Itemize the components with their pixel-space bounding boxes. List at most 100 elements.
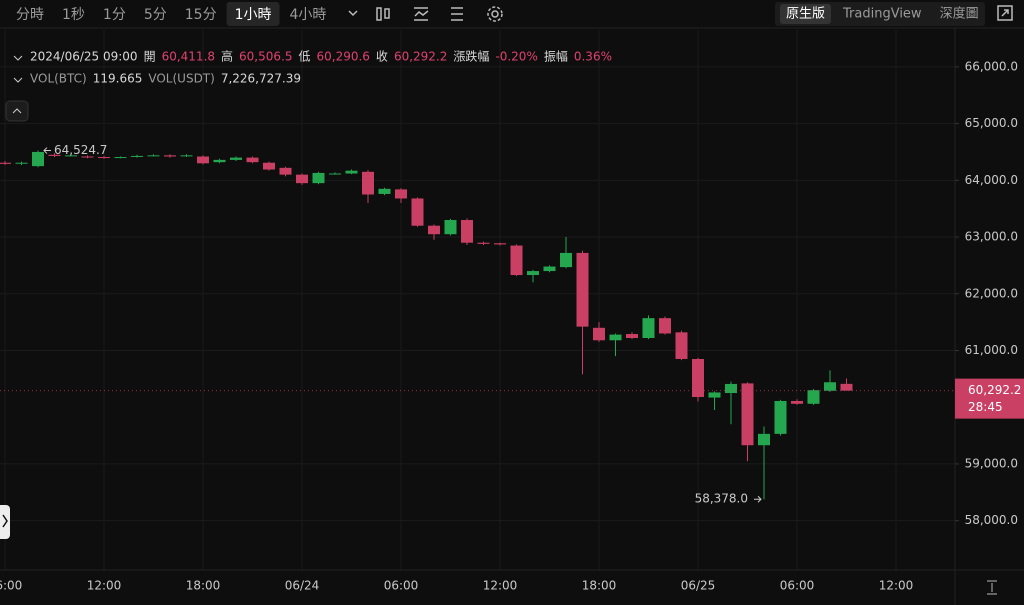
ohlc-label: 高 (221, 49, 233, 64)
x-tick-label: 06/24 (285, 579, 320, 593)
candle-body (263, 162, 275, 170)
x-tick-label: 12:00 (483, 579, 518, 593)
candle-body (758, 433, 770, 446)
ohlc-value: 60,290.6 (316, 50, 369, 64)
candle-body (642, 318, 655, 339)
candle-body (197, 156, 209, 164)
candle-body (527, 271, 539, 276)
collapse-icon (12, 108, 22, 114)
x-tick-label: 18:00 (186, 579, 221, 593)
candle-body (692, 358, 704, 397)
ohlc-value: -0.20% (495, 50, 537, 64)
ohlc-label: 漲跌幅 (453, 49, 489, 64)
candle-body (774, 400, 787, 434)
volume-label: VOL(USDT) (148, 72, 214, 86)
candle-body (791, 400, 803, 404)
candle-body (81, 156, 94, 158)
toolbar-icons[interactable] (348, 5, 1013, 22)
y-tick-label: 63,000.0 (965, 230, 1018, 244)
grid (0, 30, 955, 570)
y-tick-label: 65,000.0 (965, 116, 1018, 130)
candle-body (708, 392, 721, 398)
candles (0, 150, 955, 500)
interval-button[interactable]: 1小時 (235, 7, 272, 23)
ohlc-value: 0.36% (574, 50, 612, 64)
candle-body (32, 151, 44, 167)
candle-body (362, 171, 374, 195)
x-tick-label: 18:00 (582, 579, 617, 593)
y-tick-label: 58,000.0 (965, 513, 1018, 527)
countdown-label: 28:45 (968, 400, 1003, 414)
candle-body (312, 172, 325, 184)
candle-body (593, 327, 605, 341)
side-handle[interactable] (0, 505, 10, 539)
candle-body (378, 188, 391, 194)
candle-body (824, 382, 836, 391)
interval-button[interactable]: 1秒 (62, 7, 85, 23)
candle-body (213, 159, 226, 163)
view-button[interactable]: TradingView (842, 7, 922, 22)
interval-button[interactable]: 4小時 (290, 7, 327, 23)
candle-body (164, 155, 176, 157)
x-tick-label: 06:00 (780, 579, 815, 593)
y-tick-label: 62,000.0 (965, 286, 1018, 300)
candle-body (329, 173, 341, 175)
candle-body (48, 154, 61, 156)
candle-body (395, 189, 407, 199)
candle-body (840, 383, 853, 391)
candle-body (741, 383, 754, 446)
view-button[interactable]: 深度圖 (940, 6, 979, 22)
volume-value: 7,226,727.39 (221, 72, 301, 86)
y-tick-label: 66,000.0 (965, 59, 1018, 73)
ohlc-value: 60,292.2 (394, 50, 447, 64)
candle-body (114, 157, 127, 159)
candle-body (246, 157, 259, 163)
x-tick-label: 12:00 (87, 579, 122, 593)
candle-body (345, 170, 358, 174)
ohlc-label: 收 (376, 50, 388, 64)
candle-body (98, 157, 110, 159)
ohlc-label: 開 (144, 50, 156, 64)
candle-body (807, 390, 820, 404)
ohlc-value: 60,506.5 (239, 50, 292, 64)
candle-body (461, 220, 473, 243)
interval-active-bg (226, 2, 280, 26)
last-price-badge (955, 378, 1024, 419)
interval-button[interactable]: 15分 (185, 7, 217, 23)
high-arrow (43, 147, 51, 154)
interval-button[interactable]: 5分 (144, 7, 167, 23)
candle-body (65, 155, 77, 157)
legend-toggles[interactable] (13, 55, 23, 83)
candle-body (576, 252, 589, 327)
candle-body (180, 155, 193, 157)
x-tick-label: 06:00 (0, 579, 22, 593)
candle-body (510, 245, 523, 276)
y-tick-label: 64,000.0 (965, 173, 1018, 187)
candle-body (675, 332, 688, 359)
ohlc-label: 低 (298, 50, 310, 64)
last-price-label: 60,292.2 (968, 383, 1021, 397)
view-button[interactable]: 原生版 (786, 7, 825, 22)
volume-value: 119.665 (93, 72, 143, 86)
candle-body (411, 198, 424, 226)
volume-label: VOL(BTC) (30, 72, 87, 86)
collapse-button[interactable] (5, 100, 29, 122)
side-handle-icon (2, 514, 8, 528)
x-tick-label: 06:00 (384, 579, 419, 593)
candle-body (0, 162, 11, 164)
interval-button[interactable]: 分時 (16, 7, 44, 23)
view-active-bg (780, 4, 832, 24)
high-annotation: 64,524.7 (54, 143, 107, 157)
candle-body (560, 252, 572, 268)
x-tick-label: 12:00 (879, 579, 914, 593)
ohlc-value: 60,411.8 (162, 50, 215, 64)
candle-body (279, 167, 292, 175)
candle-body (428, 225, 440, 235)
interval-button[interactable]: 1分 (103, 7, 126, 23)
candle-body (494, 243, 506, 245)
scale-button[interactable] (987, 580, 997, 595)
x-tick-label: 06/25 (681, 579, 716, 593)
